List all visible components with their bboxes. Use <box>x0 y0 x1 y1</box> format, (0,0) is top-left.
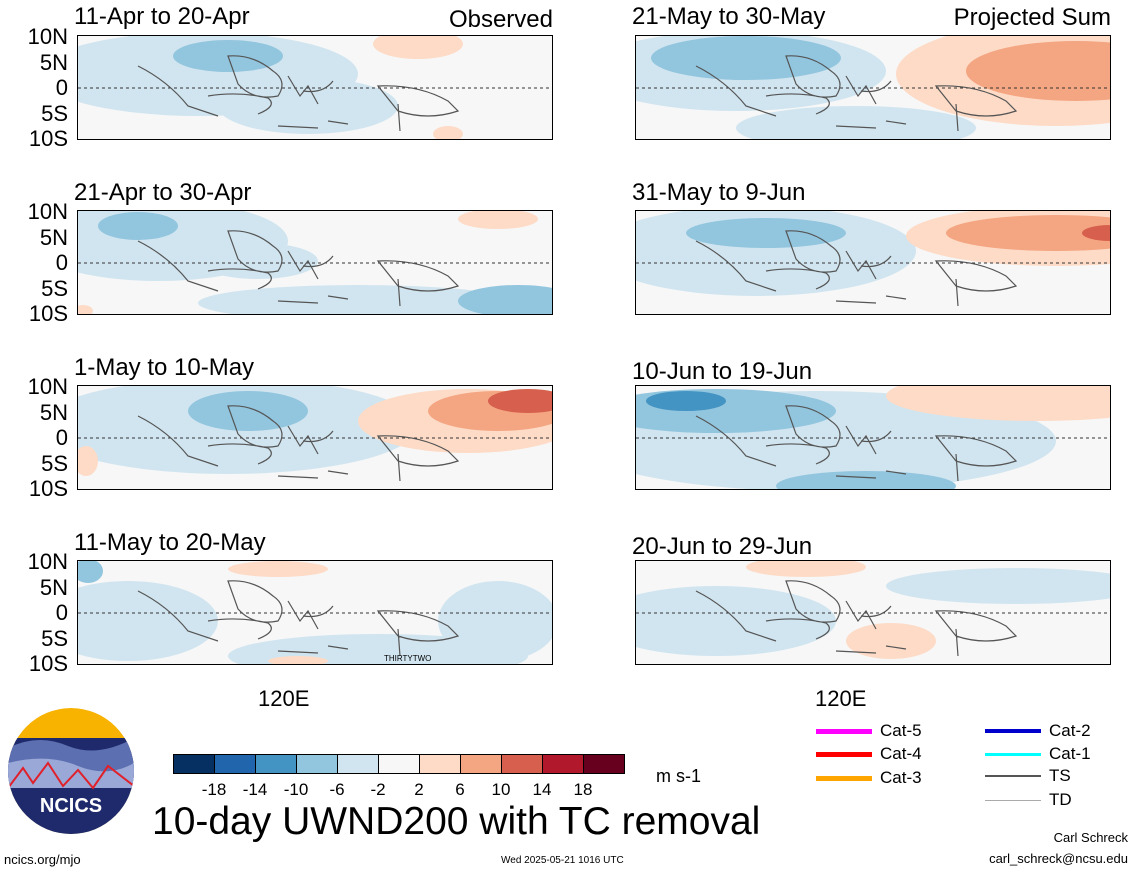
legend-cat3: Cat-3 <box>816 768 922 788</box>
map-panel-8 <box>635 560 1111 665</box>
lat-label-10n: 10N <box>27 549 68 574</box>
colorbar-swatch <box>338 755 379 773</box>
lat-label-eq: 0 <box>55 600 68 625</box>
lat-label-eq: 0 <box>55 75 68 100</box>
lat-label-10s: 10S <box>28 301 68 326</box>
colorbar-swatch <box>379 755 420 773</box>
panel-title-8: 20-Jun to 29-Jun <box>632 533 813 560</box>
lat-label-eq: 0 <box>55 425 68 450</box>
map-panel-1 <box>77 35 553 140</box>
legend-label: TS <box>1049 766 1071 785</box>
footer-author: Carl Schreck <box>1053 830 1128 845</box>
lat-label-5n: 5N <box>39 50 68 75</box>
legend-ts: TS <box>985 766 1071 786</box>
colorbar-tick-label: -18 <box>201 780 227 799</box>
colorbar-swatch <box>543 755 584 773</box>
cat5-swatch <box>816 728 872 734</box>
ts-swatch <box>985 775 1041 777</box>
colorbar-swatch <box>297 755 338 773</box>
colorbar-units: m s-1 <box>656 766 701 786</box>
legend-cat1: Cat-1 <box>985 744 1091 764</box>
footer-timestamp: Wed 2025-05-21 1016 UTC <box>501 855 624 866</box>
panel-title-2: 21-May to 30-May <box>632 3 826 30</box>
map-panel-4 <box>635 210 1111 315</box>
lat-label-eq: 0 <box>55 250 68 275</box>
logo-text: NCICS <box>40 795 102 817</box>
main-title: 10-day UWND200 with TC removal <box>152 800 761 843</box>
cat4-swatch <box>816 751 872 757</box>
colorbar-tick-label: -6 <box>329 780 345 799</box>
colorbar-tick-label: 6 <box>455 780 465 799</box>
map-panel-5 <box>77 385 553 490</box>
panel-title-3: 21-Apr to 30-Apr <box>74 179 252 206</box>
lat-label-10s: 10S <box>28 476 68 501</box>
observed-header: Observed <box>448 6 553 33</box>
footer-email: carl_schreck@ncsu.edu <box>989 851 1128 866</box>
legend-td: TD <box>985 790 1072 810</box>
legend-label: Cat-4 <box>880 744 922 763</box>
projected-header: Projected Sum <box>953 4 1111 31</box>
colorbar-tick-label: 2 <box>414 780 424 799</box>
legend-cat2: Cat-2 <box>985 721 1091 741</box>
panel-title-5: 1-May to 10-May <box>74 354 255 381</box>
colorbar-swatch <box>174 755 215 773</box>
colorbar-tick-label: -10 <box>283 780 309 799</box>
td-swatch <box>985 799 1041 801</box>
lat-label-5s: 5S <box>41 276 68 301</box>
legend-label: Cat-1 <box>1049 744 1091 763</box>
lat-label-5s: 5S <box>41 101 68 126</box>
lat-label-5n: 5N <box>39 225 68 250</box>
ncics-logo: NCICS <box>8 708 134 834</box>
legend-label: Cat-5 <box>880 721 922 740</box>
panel-title-6: 10-Jun to 19-Jun <box>632 358 813 385</box>
colorbar-swatch <box>420 755 461 773</box>
map-panel-3 <box>77 210 553 315</box>
lat-label-10s: 10S <box>28 651 68 676</box>
lat-label-10n: 10N <box>27 374 68 399</box>
colorbar-swatches <box>173 754 625 774</box>
cat2-swatch <box>985 729 1041 733</box>
cat1-swatch <box>985 752 1041 756</box>
colorbar-tick-label: -2 <box>370 780 386 799</box>
legend-cat4: Cat-4 <box>816 744 922 764</box>
legend-label: TD <box>1049 790 1072 809</box>
colorbar-tick-label: 14 <box>532 780 552 799</box>
storm-label: THIRTYTWO <box>384 654 431 663</box>
panel-title-7: 11-May to 20-May <box>74 529 266 556</box>
colorbar-swatch <box>256 755 297 773</box>
colorbar-tick-label: 18 <box>573 780 593 799</box>
lat-label-5s: 5S <box>41 451 68 476</box>
x-axis-label-right: 120E <box>815 686 867 711</box>
colorbar-tick-label: 10 <box>491 780 511 799</box>
map-panel-7: THIRTYTWO <box>77 560 553 665</box>
footer-url: ncics.org/mjo <box>4 852 81 867</box>
map-panel-6 <box>635 385 1111 490</box>
colorbar-tick-label: -14 <box>242 780 268 799</box>
x-axis-label-left: 120E <box>258 686 310 711</box>
colorbar-ticks: -18 -14 -10 -6 -2 2 6 10 14 18 <box>173 780 626 804</box>
lat-label-10n: 10N <box>27 199 68 224</box>
legend-cat5: Cat-5 <box>816 721 922 741</box>
panel-title-1: 11-Apr to 20-Apr <box>74 3 250 30</box>
colorbar-swatch <box>215 755 256 773</box>
legend-label: Cat-3 <box>880 768 922 787</box>
lat-label-10s: 10S <box>28 126 68 151</box>
legend-label: Cat-2 <box>1049 721 1091 740</box>
colorbar: -18 -14 -10 -6 -2 2 6 10 14 18 <box>173 754 625 799</box>
colorbar-swatch <box>502 755 543 773</box>
lat-label-5n: 5N <box>39 575 68 600</box>
cat3-swatch <box>816 775 872 781</box>
colorbar-swatch <box>461 755 502 773</box>
lat-label-5s: 5S <box>41 626 68 651</box>
lat-label-10n: 10N <box>27 24 68 49</box>
map-panel-2 <box>635 35 1111 140</box>
panel-title-4: 31-May to 9-Jun <box>632 179 806 206</box>
lat-label-5n: 5N <box>39 400 68 425</box>
colorbar-swatch <box>584 755 624 773</box>
